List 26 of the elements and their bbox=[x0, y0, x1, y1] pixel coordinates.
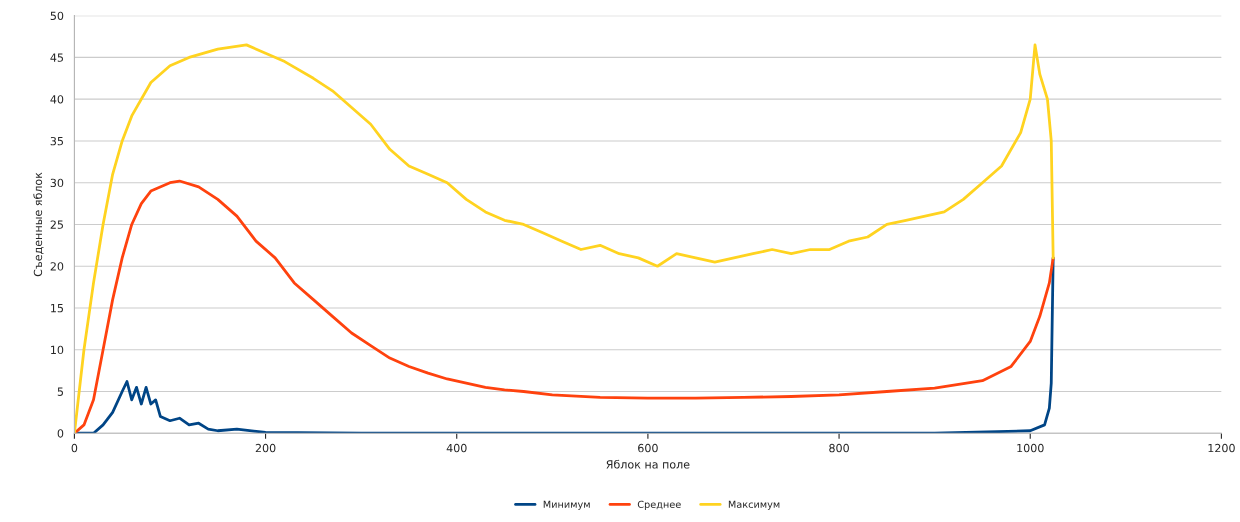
y-axis-title: Съеденные яблок bbox=[33, 172, 44, 277]
y-tick-label: 50 bbox=[50, 11, 64, 21]
x-tick-label: 200 bbox=[255, 443, 276, 453]
legend-label: Среднее bbox=[637, 500, 681, 510]
y-tick-label: 35 bbox=[50, 136, 64, 146]
x-tick-label: 0 bbox=[71, 443, 78, 453]
x-tick-label: 1000 bbox=[1017, 443, 1044, 453]
y-tick-label: 5 bbox=[57, 387, 64, 396]
y-tick-label: 0 bbox=[57, 429, 64, 438]
y-tick-label: 45 bbox=[50, 53, 64, 62]
x-tick-label: 600 bbox=[638, 443, 658, 453]
y-tick-label: 10 bbox=[51, 345, 64, 355]
x-tick-label: 1200 bbox=[1208, 443, 1235, 453]
y-tick-label: 15 bbox=[51, 304, 64, 313]
x-tick-label: 800 bbox=[829, 443, 849, 453]
line-series bbox=[74, 179, 1055, 434]
line-series bbox=[74, 43, 1055, 434]
legend-label: Минимум bbox=[543, 500, 590, 510]
x-tick-label: 400 bbox=[446, 443, 467, 453]
y-tick-label: 30 bbox=[50, 178, 64, 188]
legend-label: Максимум bbox=[728, 500, 780, 510]
y-tick-label: 25 bbox=[50, 220, 64, 229]
x-axis-title: Яблок на поле bbox=[606, 459, 690, 469]
y-tick-label: 20 bbox=[50, 262, 64, 271]
line-series bbox=[74, 256, 1055, 434]
y-tick-label: 40 bbox=[50, 95, 64, 104]
